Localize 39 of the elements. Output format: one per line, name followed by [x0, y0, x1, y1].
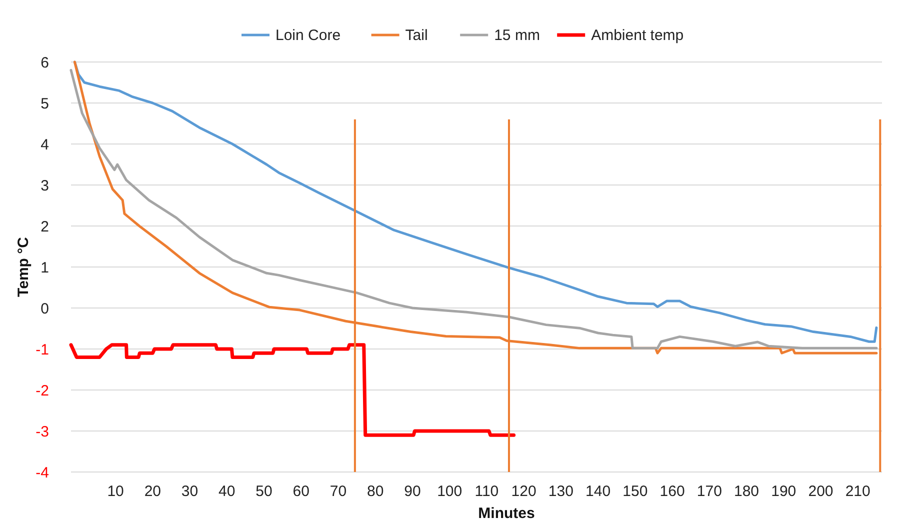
y-tick-label: -2 — [36, 382, 49, 400]
x-axis-title: Minutes — [478, 505, 535, 521]
y-tick-label: 5 — [40, 95, 49, 112]
y-axis-title: Temp °C — [15, 236, 32, 297]
x-tick-label: 60 — [292, 483, 310, 500]
y-tick-label: 3 — [40, 177, 49, 194]
x-tick-label: 110 — [474, 483, 499, 500]
x-tick-label: 200 — [808, 483, 834, 500]
x-tick-label: 190 — [771, 483, 796, 500]
y-tick-label: 6 — [40, 54, 49, 72]
x-tick-label: 10 — [107, 483, 124, 500]
line-series — [69, 343, 516, 437]
legend-label: Ambient temp — [591, 27, 684, 44]
x-tick-label: 30 — [181, 483, 198, 500]
x-tick-label: 170 — [696, 483, 722, 500]
x-tick-label: 100 — [437, 483, 462, 500]
legend-label: Loin Core — [276, 27, 341, 44]
legend-label: Tail — [405, 27, 428, 44]
x-tick-label: 80 — [367, 483, 384, 500]
x-tick-label: 120 — [511, 483, 536, 500]
x-tick-label: 50 — [256, 483, 272, 500]
x-tick-label: 140 — [586, 483, 611, 500]
y-tick-label: -1 — [36, 341, 49, 358]
y-tick-label: -4 — [36, 464, 49, 482]
x-tick-label: 20 — [144, 483, 161, 500]
x-tick-label: 180 — [734, 483, 760, 500]
x-tick-label: 90 — [404, 483, 421, 500]
x-tick-label: 210 — [845, 483, 870, 500]
x-tick-label: 130 — [548, 483, 574, 500]
y-tick-label: 4 — [40, 136, 49, 154]
y-tick-label: 0 — [40, 300, 49, 318]
x-tick-label: 40 — [218, 483, 236, 500]
y-tick-label: 1 — [40, 259, 49, 276]
y-tick-label: 2 — [40, 218, 49, 236]
legend-label: 15 mm — [494, 27, 540, 44]
x-tick-label: 70 — [330, 483, 347, 500]
x-tick-label: 160 — [660, 483, 685, 500]
y-tick-label: -3 — [36, 423, 49, 440]
x-tick-label: 150 — [622, 483, 648, 500]
